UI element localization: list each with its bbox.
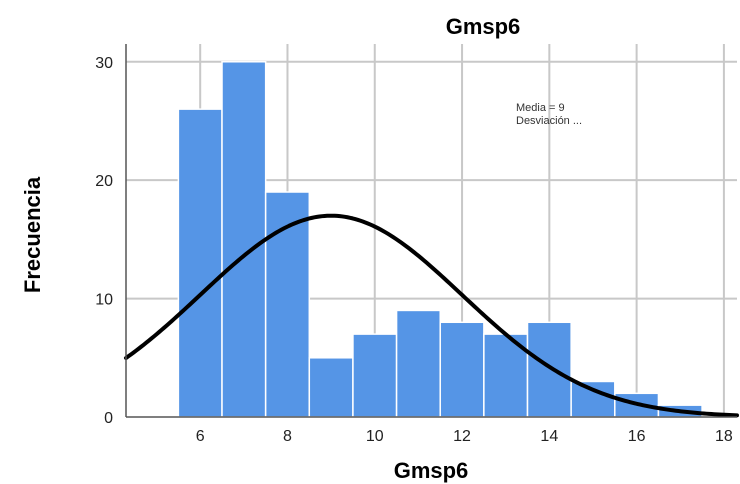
y-tick-label-20: 20 (95, 173, 113, 190)
y-axis-label: Frecuencia (20, 176, 45, 293)
x-tick-label-16: 16 (628, 428, 646, 445)
x-tick-label-18: 18 (715, 428, 733, 445)
histogram-bar-7 (439, 321, 485, 418)
annotation-deviation: Desviación ... (516, 115, 582, 127)
grid-lines (126, 44, 737, 417)
histogram-bars (177, 61, 703, 418)
annotation-mean: Media = 9 (516, 102, 565, 114)
x-tick-label-8: 8 (283, 428, 292, 445)
x-tick-label-12: 12 (453, 428, 471, 445)
y-tick-label-10: 10 (95, 292, 113, 309)
histogram-bar-3 (264, 191, 311, 418)
x-tick-label-6: 6 (196, 428, 205, 445)
histogram-bar-6 (395, 309, 441, 418)
chart-title: Gmsp6 (446, 14, 521, 39)
x-axis-label: Gmsp6 (394, 458, 469, 483)
histogram-bar-2 (221, 61, 267, 418)
x-tick-label-10: 10 (366, 428, 384, 445)
x-tick-label-14: 14 (540, 428, 558, 445)
histogram-bar-4 (308, 357, 354, 418)
normal-curve (124, 213, 739, 418)
y-tick-label-0: 0 (104, 410, 113, 427)
histogram-bar-5 (352, 333, 398, 418)
histogram-bar-9 (526, 321, 572, 418)
histogram-bar-1 (177, 108, 223, 418)
histogram-bar-10 (570, 380, 616, 418)
y-tick-label-30: 30 (95, 55, 113, 72)
axes (125, 44, 737, 418)
tick-labels: 0 10 20 30 6 8 10 12 14 16 18 (95, 55, 733, 445)
normal-curve-layer (124, 213, 739, 418)
